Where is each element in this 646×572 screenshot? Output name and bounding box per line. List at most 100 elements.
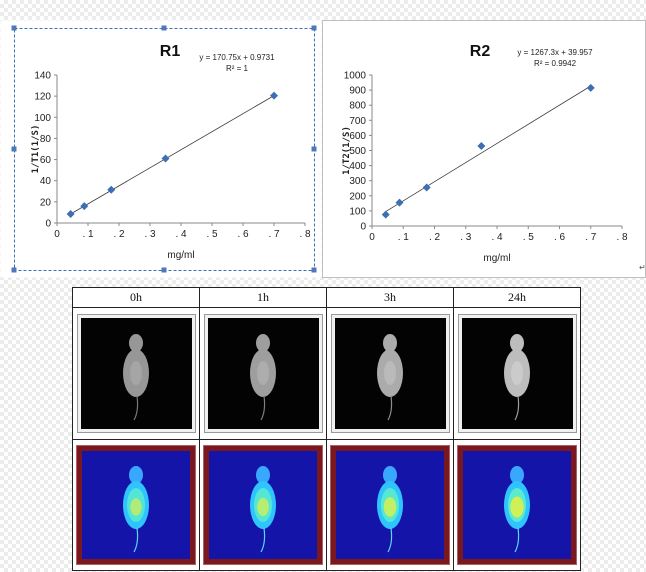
x-tick-label: . 8 [616,232,628,243]
x-tick-label: . 6 [237,229,249,240]
y-tick-label: 40 [40,176,52,187]
header-0h: 0h [72,286,200,309]
chart-panel-background [0,20,322,278]
chart-title: R1 [160,43,181,60]
x-tick-label: . 3 [460,232,472,243]
resize-handle [11,267,17,273]
x-tick-label: . 7 [268,229,280,240]
data-point [395,198,404,207]
paragraph-return-mark: ↵ [639,263,646,272]
data-point [270,91,278,100]
x-tick-label: . 4 [175,229,187,240]
y-tick-label: 0 [45,219,51,230]
x-tick-label: . 7 [585,232,597,243]
imaging-timeline-table: 0h 1h 3h 24h [72,286,581,572]
y-tick-label: 200 [349,191,366,202]
grayscale-image-row [72,307,581,440]
header-1h: 1h [199,286,327,309]
x-tick-label: . 4 [491,232,503,243]
grayscale-mouse-image-0h [77,314,195,432]
mouse-body [377,349,403,398]
y-tick-label: 300 [349,176,366,187]
x-tick-label: 0 [54,229,60,240]
header-24h: 24h [453,286,581,309]
timeline-header-row: 0h 1h 3h 24h [72,286,581,309]
mouse-signal-peak [257,497,269,516]
resize-handle [311,25,317,31]
y-tick-label: 100 [349,206,366,217]
y-tick-label: 500 [349,146,366,157]
x-tick-label: . 2 [429,232,441,243]
pseudocolor-mouse-image-24h [458,445,576,564]
data-point [66,210,75,219]
x-tick-label: 0 [369,232,375,243]
y-tick-label: 400 [349,161,366,172]
mouse-tail [260,527,266,553]
resize-handle [11,25,17,31]
data-point [161,154,170,163]
y-tick-label: 80 [40,134,52,145]
mouse-tail [387,396,393,421]
x-tick-label: . 2 [113,229,125,240]
y-tick-label: 100 [34,113,51,124]
x-axis-title: mg/ml [483,253,510,264]
x-tick-label: . 3 [144,229,156,240]
mouse-head [256,334,270,353]
y-tick-label: 700 [349,116,366,127]
trendline-equation: y = 1267.3x + 39.957 [517,48,593,57]
x-tick-label: . 5 [206,229,218,240]
grayscale-mouse-image-3h [331,314,449,432]
mouse-tail [133,396,139,421]
trendline-equation: y = 170.75x + 0.9731 [199,53,275,62]
data-point [381,210,390,219]
resize-handle [161,267,167,273]
x-tick-label: . 1 [82,229,94,240]
mouse-highlight [257,361,269,386]
resize-handle [11,146,17,152]
chart-panel-background [322,20,646,278]
x-tick-label: . 5 [523,232,535,243]
r-squared-label: R² = 1 [226,64,249,73]
mouse-signal-peak [383,497,397,517]
mouse-highlight [511,361,523,386]
mouse-body [250,349,276,398]
mouse-signal-peak [510,496,524,518]
mouse-head [129,465,143,484]
r2-chart: 0 100 200 300 400 500 600 700 800 900 1000 0 . 1 . 2.… [322,20,646,278]
x-tick-label: . 1 [398,232,410,243]
mouse-head [383,465,397,484]
trendline [385,85,591,212]
r-squared-label: R² = 0.9942 [534,59,577,68]
y-tick-label: 20 [40,197,52,208]
chart-title: R2 [470,43,491,60]
y-tick-label: 0 [360,222,366,233]
pseudocolor-mouse-image-3h [331,445,449,564]
y-axis-title: 1/T1(1/S) [31,125,41,174]
mouse-head [510,465,524,484]
mouse-signal-peak [130,498,142,516]
mouse-tail [260,396,266,421]
r1-chart[interactable]: 0 20 40 60 80 100 120 140 0 . 1 . 2 . 3 . 4 . 5 . 6 . 7… [0,20,322,278]
resize-handle [311,146,317,152]
y-axis-title: 1/T2(1/S) [342,126,352,175]
mouse-tail [133,527,139,553]
mouse-body [504,349,530,398]
mouse-tail [387,527,393,553]
data-point [80,202,89,211]
resize-handle [311,267,317,273]
pseudocolor-mouse-image-0h [77,445,195,564]
data-point [586,83,595,92]
mouse-head [510,334,524,353]
pseudocolor-image-row [72,438,581,572]
data-point [422,183,431,192]
y-tick-label: 1000 [344,71,367,82]
y-tick-label: 600 [349,131,366,142]
x-axis-title: mg/ml [167,250,194,261]
mouse-highlight [384,361,396,386]
x-tick-label: . 8 [299,229,311,240]
y-tick-label: 800 [349,101,366,112]
y-tick-label: 60 [40,155,52,166]
grayscale-mouse-image-24h [458,314,576,432]
mouse-head [383,334,397,353]
mouse-head [129,334,143,353]
